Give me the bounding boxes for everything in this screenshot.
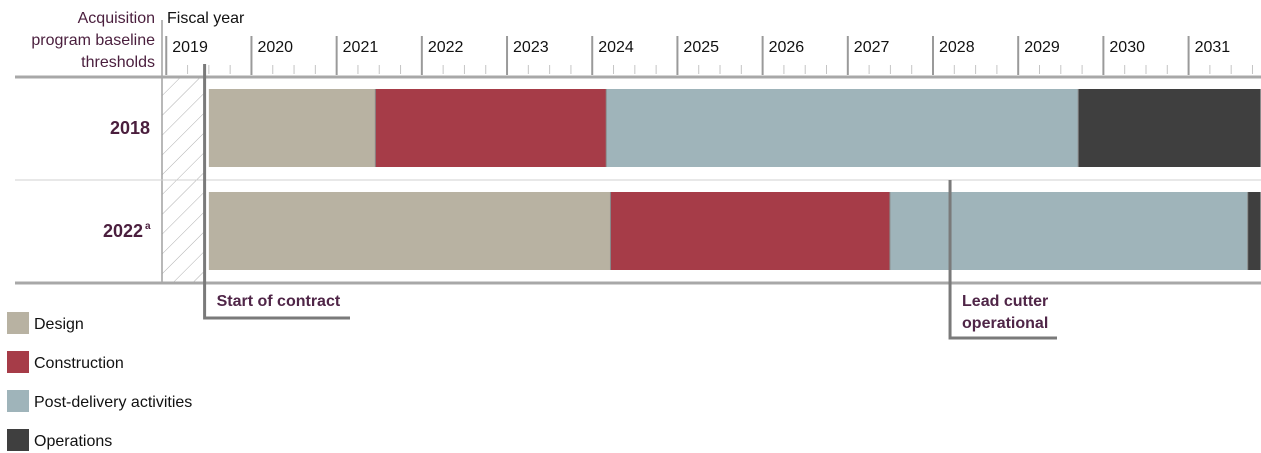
row-header-line: thresholds — [81, 54, 155, 71]
year-tick-label: 2026 — [769, 39, 805, 56]
axis-lines — [15, 20, 1261, 285]
year-tick-label: 2021 — [343, 39, 379, 56]
annotation-lead-cutter-line: Lead cutter — [962, 293, 1048, 310]
bar-2022-construction — [610, 192, 891, 270]
axis-and-row-labels: Acquisition program baseline thresholds Fis… — [31, 10, 1230, 241]
annotation-start-of-contract: Start of contract — [217, 293, 341, 310]
bar-2018-operations — [1078, 89, 1261, 167]
year-tick-label: 2025 — [683, 39, 719, 56]
phase-bars — [208, 89, 1261, 270]
row-label-2018: 2018 — [110, 118, 150, 138]
year-tick-label: 2019 — [172, 39, 208, 56]
lead-cutter-leader — [948, 180, 1057, 340]
year-tick-label: 2020 — [257, 39, 293, 56]
bar-2018-construction — [375, 89, 607, 167]
bar-2022-design — [208, 192, 611, 270]
bar-2018-post-delivery-activities — [606, 89, 1079, 167]
start-of-contract-leader — [203, 64, 350, 320]
bar-2022-post-delivery-activities — [890, 192, 1249, 270]
row-header-line: Acquisition — [78, 10, 155, 27]
bar-2022-operations — [1248, 192, 1261, 270]
row-header-line: program baseline — [31, 32, 155, 49]
legend-swatch-construction — [7, 351, 29, 373]
legend-swatch-post-delivery-activities — [7, 390, 29, 412]
axis-label: Fiscal year — [167, 10, 245, 27]
year-tick-label: 2031 — [1195, 39, 1231, 56]
legend-swatch-operations — [7, 429, 29, 451]
year-tick-label: 2030 — [1109, 39, 1145, 56]
row-label-2022: 2022 — [103, 221, 143, 241]
annotation-lead-cutter-line: operational — [962, 315, 1048, 332]
legend-label: Construction — [34, 355, 124, 372]
year-tick-label: 2029 — [1024, 39, 1060, 56]
bar-2018-design — [208, 89, 376, 167]
legend-label: Operations — [34, 433, 112, 450]
annotations: Start of contract Lead cutter operational — [203, 64, 1057, 340]
legend-label: Design — [34, 316, 84, 333]
year-tick-label: 2022 — [428, 39, 464, 56]
legend-label: Post-delivery activities — [34, 394, 192, 411]
year-tick-label: 2028 — [939, 39, 975, 56]
legend-swatch-design — [7, 312, 29, 334]
year-tick-label: 2024 — [598, 39, 634, 56]
row-label-superscript: a — [145, 221, 151, 232]
year-tick-label: 2027 — [854, 39, 890, 56]
legend: Design Construction Post-delivery activiti… — [7, 312, 192, 451]
year-tick-label: 2023 — [513, 39, 549, 56]
